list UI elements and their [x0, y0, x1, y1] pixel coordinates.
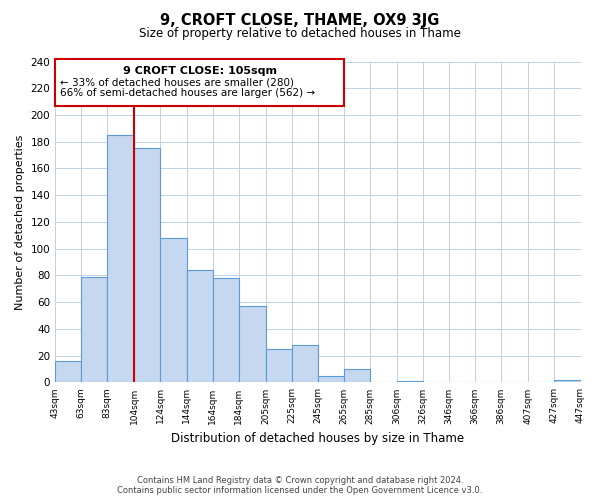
Bar: [266, 349, 292, 382]
Bar: [187, 270, 212, 382]
Bar: [212, 278, 239, 382]
Bar: [107, 135, 134, 382]
Y-axis label: Number of detached properties: Number of detached properties: [15, 134, 25, 310]
Bar: [55, 361, 81, 382]
Bar: [397, 381, 423, 382]
Bar: [554, 380, 581, 382]
X-axis label: Distribution of detached houses by size in Thame: Distribution of detached houses by size …: [171, 432, 464, 445]
FancyBboxPatch shape: [55, 59, 344, 106]
Text: 66% of semi-detached houses are larger (562) →: 66% of semi-detached houses are larger (…: [61, 88, 316, 98]
Text: 9, CROFT CLOSE, THAME, OX9 3JG: 9, CROFT CLOSE, THAME, OX9 3JG: [160, 12, 440, 28]
Text: ← 33% of detached houses are smaller (280): ← 33% of detached houses are smaller (28…: [61, 78, 295, 88]
Bar: [81, 277, 107, 382]
Bar: [292, 345, 318, 383]
Text: Contains HM Land Registry data © Crown copyright and database right 2024.
Contai: Contains HM Land Registry data © Crown c…: [118, 476, 482, 495]
Text: Size of property relative to detached houses in Thame: Size of property relative to detached ho…: [139, 28, 461, 40]
Bar: [134, 148, 160, 382]
Bar: [318, 376, 344, 382]
Bar: [239, 306, 266, 382]
Bar: [160, 238, 187, 382]
Bar: [344, 369, 370, 382]
Text: 9 CROFT CLOSE: 105sqm: 9 CROFT CLOSE: 105sqm: [122, 66, 277, 76]
